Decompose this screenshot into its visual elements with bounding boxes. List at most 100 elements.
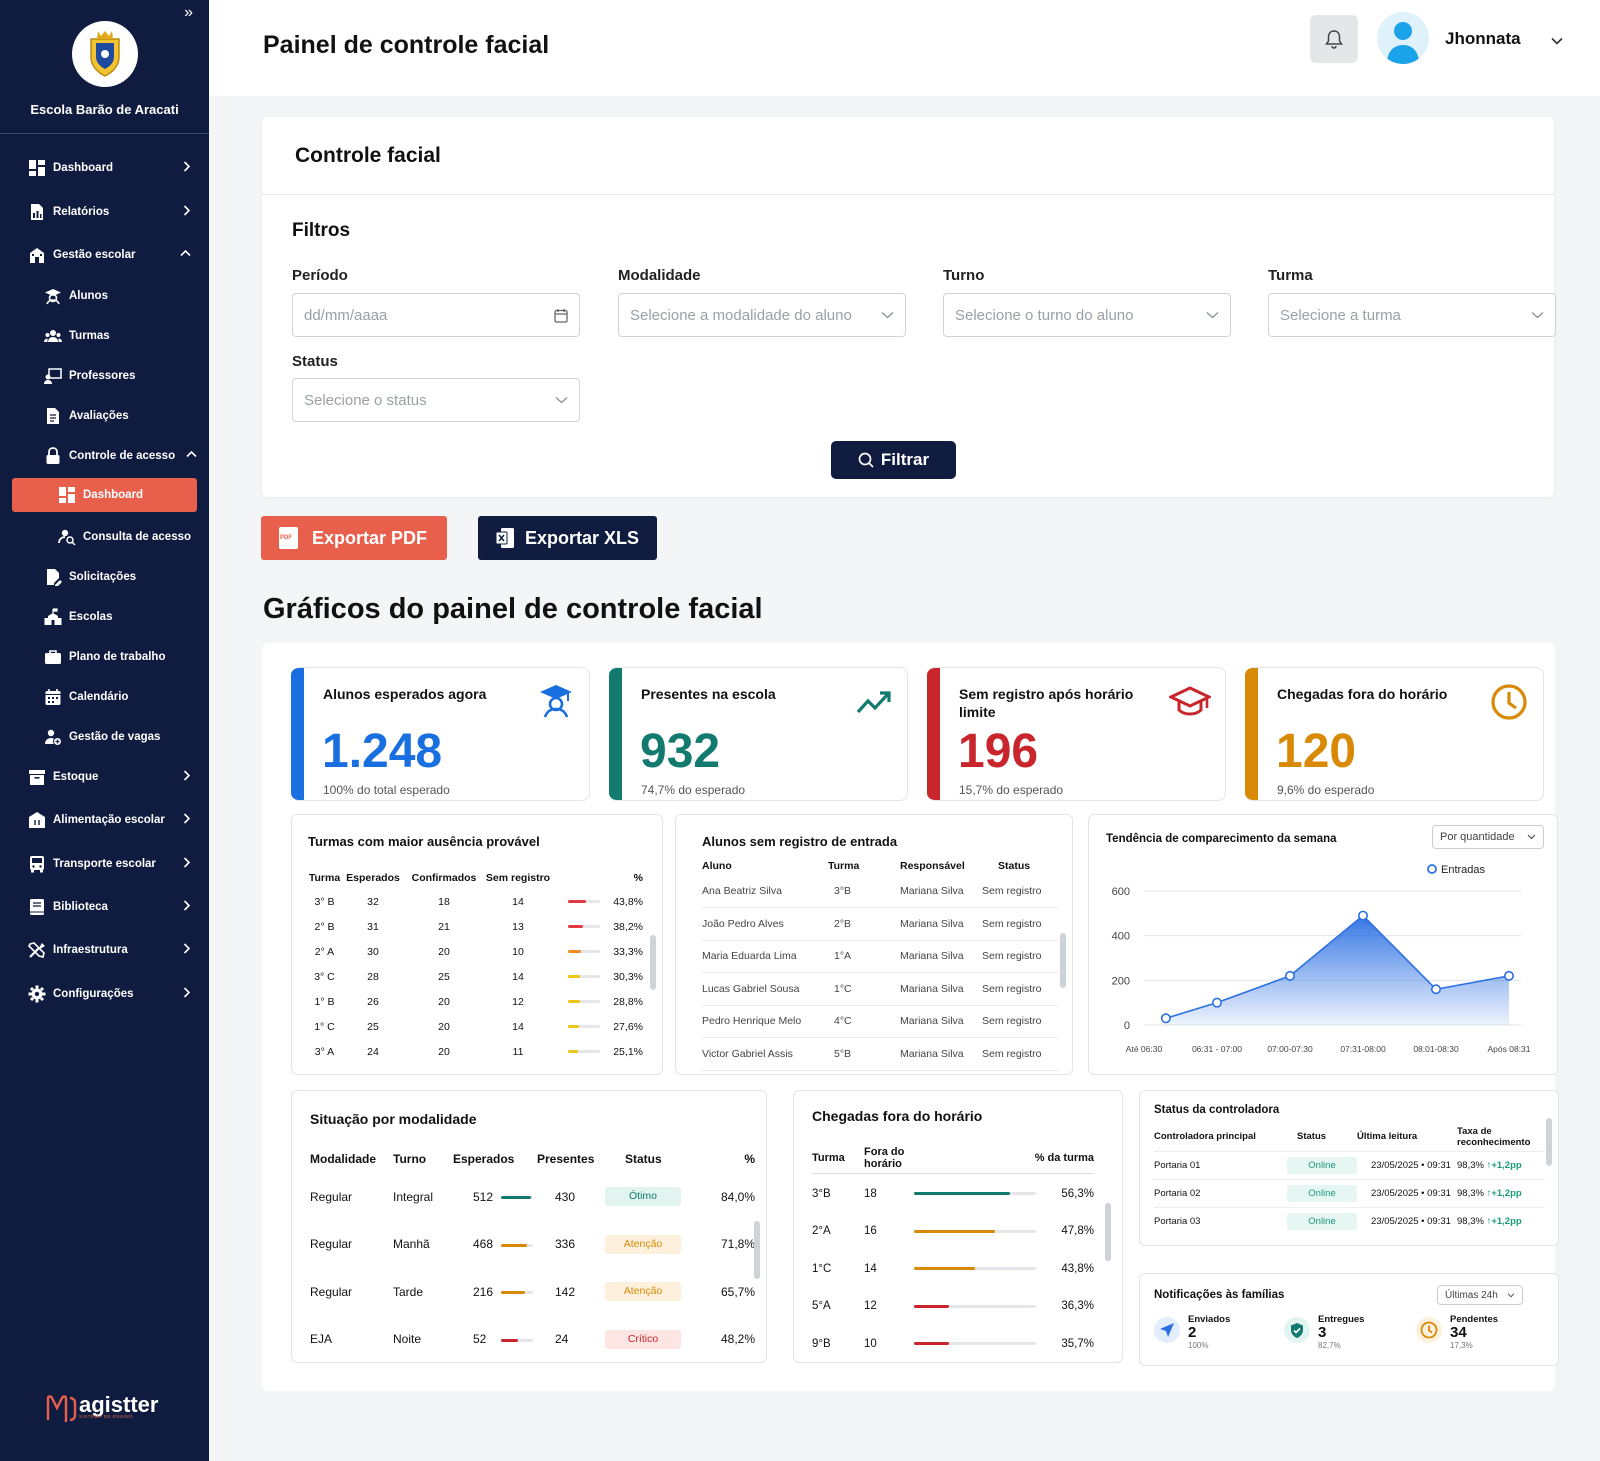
sidebar-item-alunos[interactable]: Alunos: [0, 278, 209, 314]
sidebar-item-label: Gestão escolar: [53, 249, 136, 261]
absence-pct: 33,3%: [613, 945, 643, 958]
export-xls-button[interactable]: Exportar XLS: [478, 516, 657, 560]
sidebar-item-dashboard[interactable]: Dashboard: [0, 150, 209, 186]
absence-bar-fill: [568, 1025, 580, 1029]
online-badge: Online: [1287, 1184, 1357, 1202]
sidebar-item-configuracoes[interactable]: Configurações: [0, 976, 209, 1012]
late-bar-fill: [914, 1192, 1010, 1196]
table-row[interactable]: Portaria 03 Online 23/05/2025 • 09:31 98,3%…: [1154, 1206, 1545, 1235]
turno-select[interactable]: Selecione o turno do aluno: [943, 293, 1231, 337]
table-row[interactable]: 3°B 18 56,3%: [812, 1175, 1094, 1213]
sidebar-item-biblioteca[interactable]: Biblioteca: [0, 889, 209, 925]
absence-pct: 28,8%: [613, 995, 643, 1008]
late-bar-fill: [914, 1304, 950, 1308]
late-header-cell: Fora do horário: [864, 1146, 905, 1170]
sidebar-item-label: Infraestrutura: [53, 944, 128, 956]
sidebar-item-avaliacoes[interactable]: Avaliações: [0, 398, 209, 434]
user-menu-chevron-icon[interactable]: [1551, 32, 1563, 50]
sidebar-item-alimentacao-escolar[interactable]: Alimentação escolar: [0, 802, 209, 838]
legend-marker: [1427, 864, 1437, 874]
controller-scrollbar[interactable]: [1546, 1118, 1552, 1166]
rate-delta: +1,2pp: [1491, 1215, 1522, 1227]
gear-icon: [28, 985, 46, 1003]
sidebar-item-calendario[interactable]: Calendário: [0, 679, 209, 715]
table-row[interactable]: 3° B 32 18 14 43,8%: [308, 889, 643, 914]
table-row[interactable]: 5°A 12 36,3%: [812, 1288, 1094, 1326]
sidebar-item-plano-de-trabalho[interactable]: Plano de trabalho: [0, 639, 209, 675]
table-row[interactable]: 2°A 16 47,8%: [812, 1213, 1094, 1251]
sidebar-item-solicitacoes[interactable]: Solicitações: [0, 559, 209, 595]
sidebar-item-dashboard-sub[interactable]: Dashboard: [12, 478, 197, 512]
chevron-right-icon: [183, 943, 191, 957]
modalidade-select[interactable]: Selecione a modalidade do aluno: [618, 293, 906, 337]
table-row[interactable]: Victor Gabriel Assis 5°B Mariana Silva Sem …: [702, 1037, 1058, 1071]
sidebar-item-escolas[interactable]: Escolas: [0, 599, 209, 635]
periodo-date-input[interactable]: dd/mm/aaaa: [292, 293, 580, 337]
table-row[interactable]: Portaria 01 Online 23/05/2025 • 09:31 98,3%…: [1154, 1150, 1545, 1179]
table-row[interactable]: Portaria 02 Online 23/05/2025 • 09:31 98,3%…: [1154, 1178, 1545, 1207]
table-cell: 9°B: [812, 1337, 831, 1350]
esperados-value: 468: [473, 1237, 494, 1252]
late-bar: [914, 1229, 1036, 1233]
noentry-title: Alunos sem registro de entrada: [702, 834, 898, 849]
table-cell: Maria Eduarda Lima: [702, 940, 828, 973]
table-row[interactable]: 1° B 26 20 12 28,8%: [308, 989, 643, 1014]
table-cell: Victor Gabriel Assis: [702, 1037, 828, 1071]
sidebar-item-gestao-de-vagas[interactable]: Gestão de vagas: [0, 719, 209, 755]
table-row[interactable]: Regular Tarde 216 142 Atenção 65,7%: [310, 1268, 755, 1316]
absence-scrollbar[interactable]: [650, 935, 656, 990]
table-row[interactable]: 1° C 25 20 14 27,6%: [308, 1014, 643, 1039]
table-row[interactable]: Lucas Gabriel Sousa 1°C Mariana Silva Sem r…: [702, 972, 1058, 1006]
noentry-scrollbar[interactable]: [1060, 933, 1066, 988]
table-row[interactable]: 3° C 28 25 14 30,3%: [308, 964, 643, 989]
status-cell: Sem registro: [982, 875, 1058, 908]
reports-icon: [28, 203, 46, 221]
table-row[interactable]: Maria Eduarda Lima 1°A Mariana Silva Sem re…: [702, 940, 1058, 973]
table-row[interactable]: Regular Manhã 468 336 Atenção 71,8%: [310, 1221, 755, 1269]
sidebar-item-estoque[interactable]: Estoque: [0, 759, 209, 795]
table-row[interactable]: Pedro Henrique Melo 4°C Mariana Silva Sem r…: [702, 1005, 1058, 1038]
sidebar-item-turmas[interactable]: Turmas: [0, 318, 209, 354]
turma-select[interactable]: Selecione a turma: [1268, 293, 1556, 337]
sidebar-item-relatorios[interactable]: Relatórios: [0, 194, 209, 230]
table-cell: Mariana Silva: [900, 940, 982, 973]
table-cell: 5°B: [828, 1037, 900, 1071]
late-pct: 56,3%: [1061, 1187, 1094, 1200]
table-row[interactable]: 2° B 31 21 13 38,2%: [308, 914, 643, 939]
sidebar-item-consulta-de-acesso[interactable]: Consulta de acesso: [0, 519, 209, 555]
table-row[interactable]: João Pedro Alves 2°B Mariana Silva Sem regi…: [702, 907, 1058, 941]
collapse-sidebar-icon[interactable]: »: [184, 4, 193, 21]
status-select[interactable]: Selecione o status: [292, 378, 580, 422]
table-row[interactable]: 3° A 24 20 11 25,1%: [308, 1039, 643, 1064]
sidebar-item-professores[interactable]: Professores: [0, 358, 209, 394]
chart-mode-select[interactable]: Por quantidade: [1432, 825, 1544, 849]
school-icon: [44, 608, 62, 626]
table-row[interactable]: 9°B 10 35,7%: [812, 1325, 1094, 1362]
notifications-button[interactable]: [1310, 15, 1358, 63]
table-row[interactable]: 2° A 30 20 10 33,3%: [308, 939, 643, 964]
chart-title: Tendência de comparecimento da semana: [1106, 833, 1337, 845]
table-row[interactable]: EJA Noite 52 24 Crítico 48,2%: [310, 1316, 755, 1363]
table-row[interactable]: Ana Beatriz Silva 3°B Mariana Silva Sem reg…: [702, 875, 1058, 908]
controller-table: Controladora principal Status Última leitu…: [1154, 1123, 1545, 1235]
esperados-value: 512: [473, 1189, 494, 1204]
calendar-icon[interactable]: [554, 308, 568, 323]
export-pdf-button[interactable]: PDF Exportar PDF: [261, 516, 447, 560]
table-row[interactable]: Regular Integral 512 430 Ótimo 84,0%: [310, 1173, 755, 1221]
sidebar-item-transporte-escolar[interactable]: Transporte escolar: [0, 846, 209, 882]
bus-icon: [28, 855, 46, 873]
clock-icon: [1416, 1317, 1442, 1343]
filter-button[interactable]: Filtrar: [831, 441, 956, 479]
sidebar-item-infraestrutura[interactable]: Infraestrutura: [0, 932, 209, 968]
modalidade-scrollbar[interactable]: [754, 1221, 760, 1279]
sidebar-item-gestao-escolar[interactable]: Gestão escolar: [0, 237, 209, 273]
notifications-period-select[interactable]: Últimas 24h: [1437, 1285, 1523, 1305]
sidebar-item-controle-de-acesso[interactable]: Controle de acesso: [0, 438, 209, 474]
user-name[interactable]: Jhonnata: [1445, 29, 1521, 48]
chart-mode-value: Por quantidade: [1440, 831, 1515, 843]
table-cell: 1°C: [812, 1262, 832, 1275]
table-row[interactable]: 1°C 14 43,8%: [812, 1250, 1094, 1288]
user-avatar[interactable]: [1377, 12, 1429, 64]
late-scrollbar[interactable]: [1105, 1203, 1111, 1261]
controller-header-cell: Última leitura: [1357, 1131, 1418, 1143]
